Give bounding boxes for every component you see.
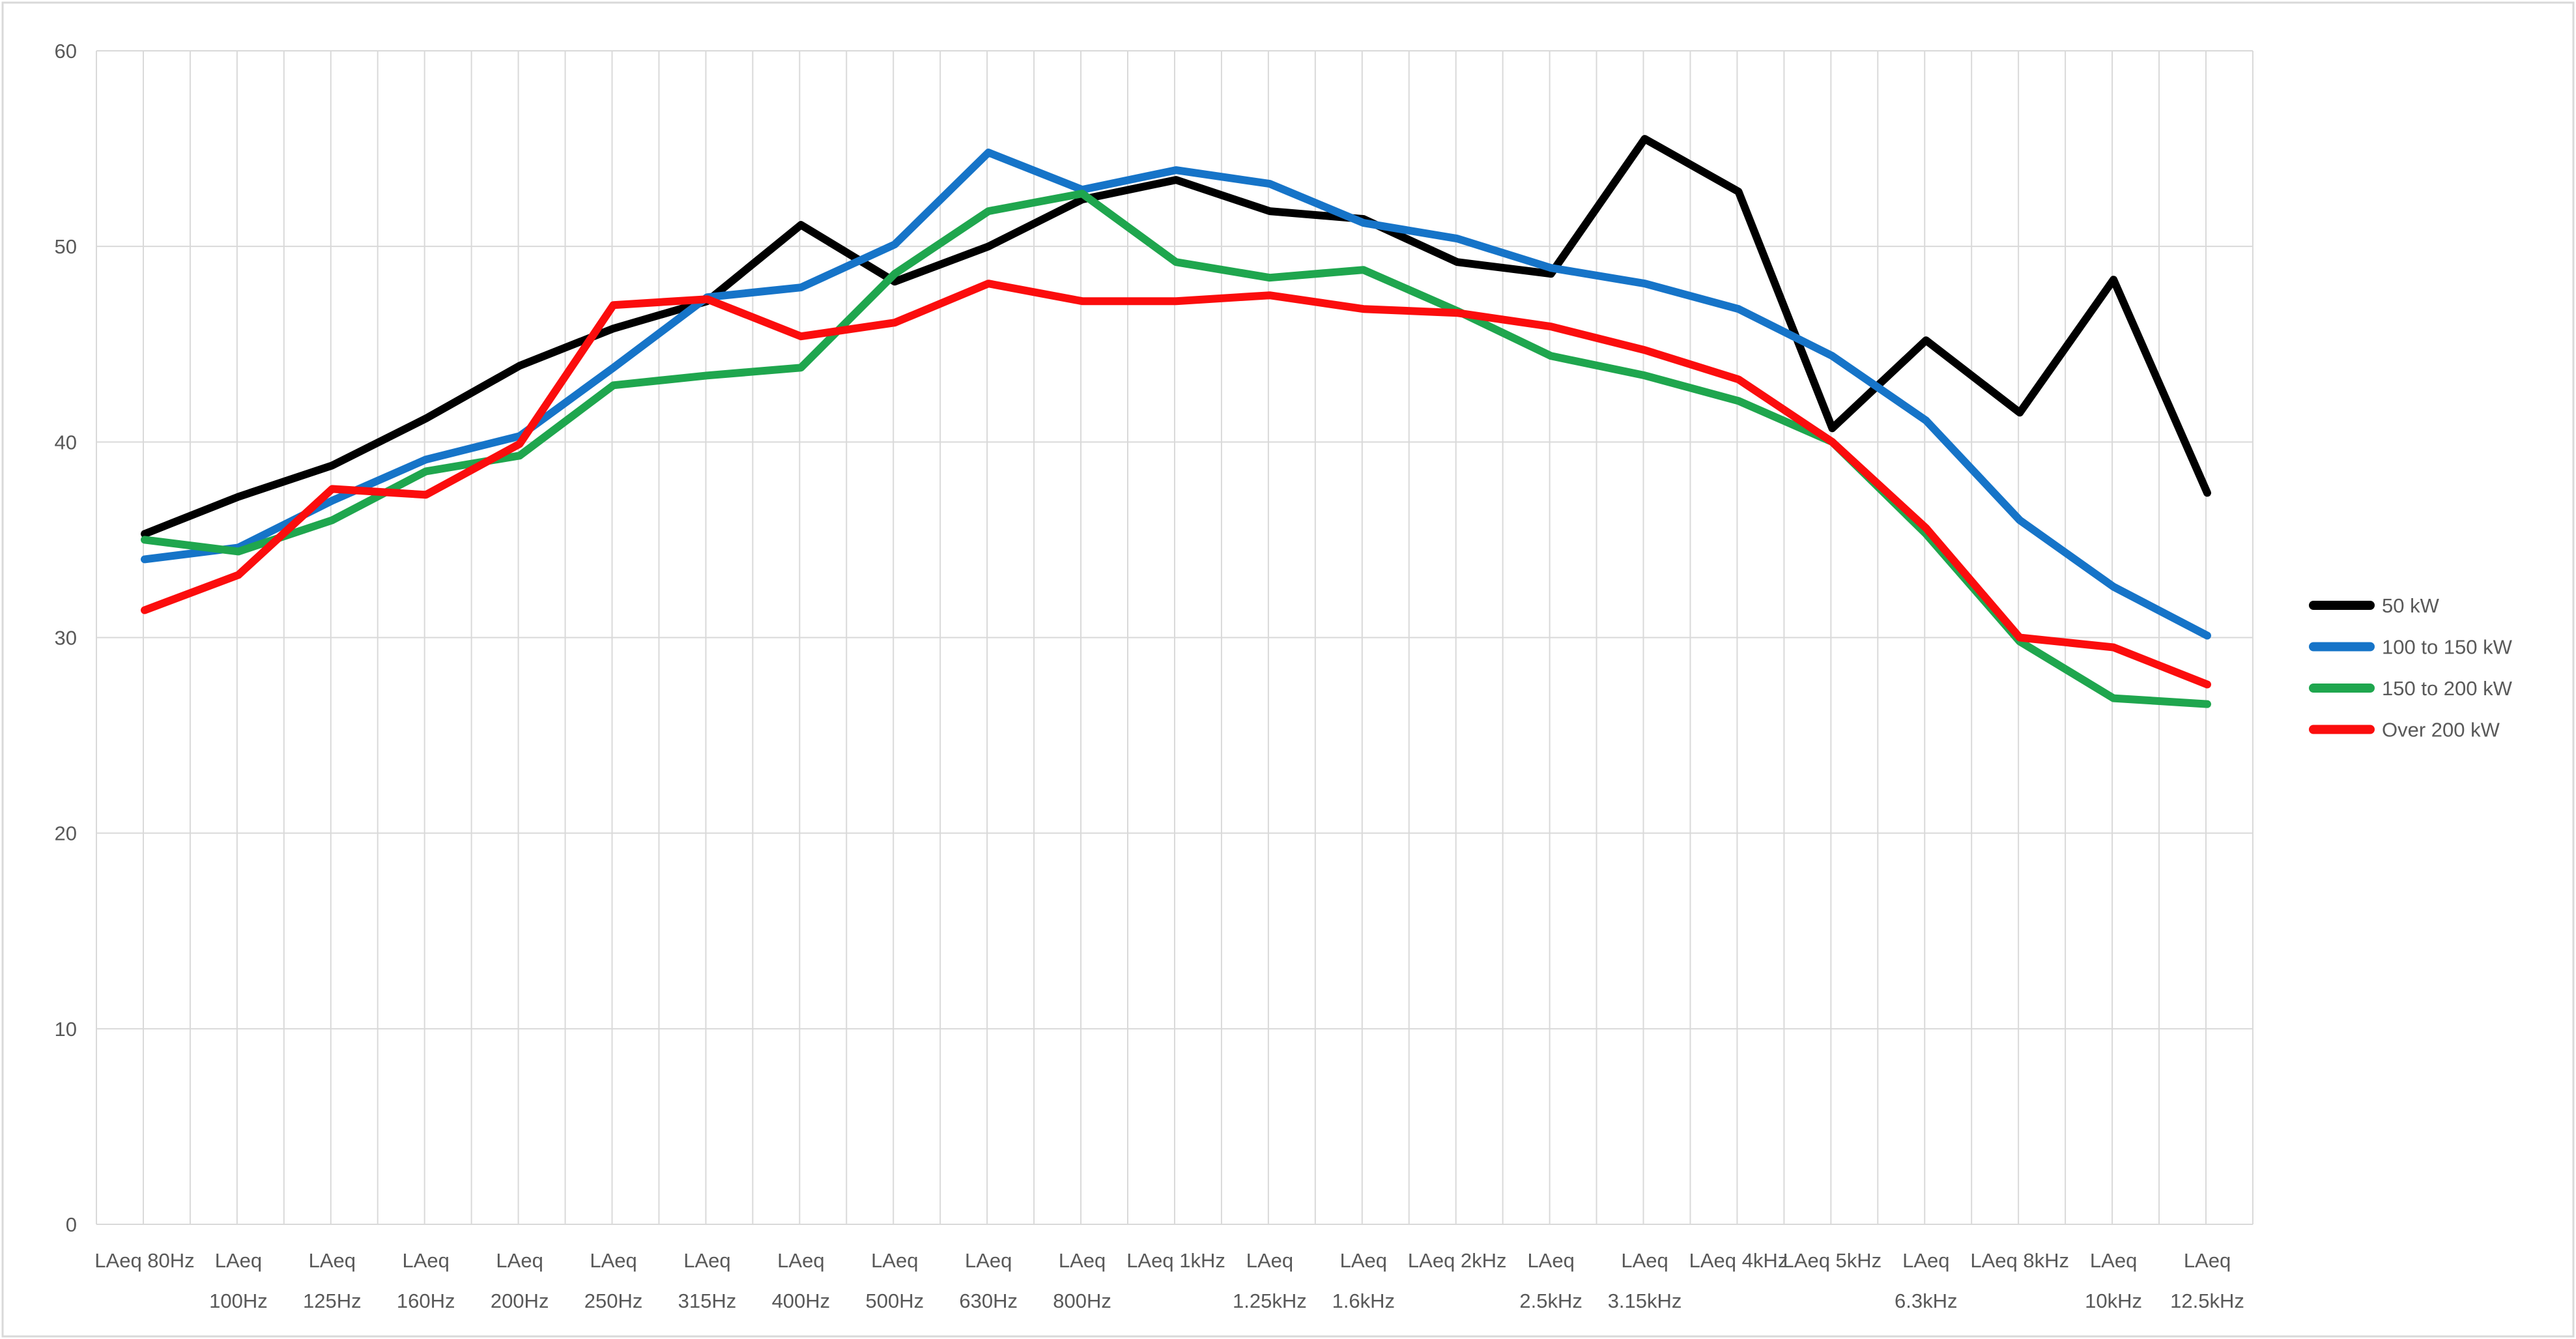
x-axis-tick-label: LAeq 125Hz — [303, 1249, 362, 1312]
x-axis-tick-label: LAeq 160Hz — [397, 1249, 455, 1312]
x-axis-tick-label: LAeq 1.25kHz — [1233, 1249, 1307, 1312]
y-axis-tick-label: 30 — [55, 627, 77, 650]
legend: 50 kW 100 to 150 kW 150 to 200 kW Over 200 … — [2309, 594, 2513, 741]
legend-label: 150 to 200 kW — [2382, 677, 2513, 700]
x-axis-tick-label: LAeq 500Hz — [865, 1249, 924, 1312]
legend-item-100-to-150-kw: 100 to 150 kW — [2309, 636, 2513, 659]
x-axis-tick-label: LAeq 4kHz — [1689, 1249, 1788, 1272]
series-line-50-kw — [141, 135, 2211, 538]
series-lines — [141, 135, 2211, 708]
x-axis-tick-label: LAeq 8kHz — [1970, 1249, 2069, 1272]
x-axis-tick-label: LAeq 315Hz — [678, 1249, 737, 1312]
horizontal-gridlines — [96, 50, 2253, 1225]
series-line-100-to-150-kw — [141, 149, 2211, 640]
legend-label: Over 200 kW — [2382, 719, 2500, 741]
x-axis-tick-label: LAeq 5kHz — [1783, 1249, 1882, 1272]
y-axis-tick-label: 0 — [66, 1213, 77, 1236]
x-axis-tick-label: LAeq 630Hz — [959, 1249, 1018, 1312]
x-axis-tick-labels: LAeq 80Hz LAeq 100Hz LAeq 125Hz LAeq 160Hz LAeq… — [94, 1249, 2244, 1312]
series-line-over-200-kw — [141, 280, 2211, 689]
x-axis-tick-label: LAeq 3.15kHz — [1608, 1249, 1682, 1312]
y-axis-tick-labels: 0 10 20 30 40 50 60 — [55, 40, 77, 1236]
x-axis-tick-label: LAeq 2.5kHz — [1519, 1249, 1582, 1312]
legend-item-150-to-200-kw: 150 to 200 kW — [2309, 677, 2513, 700]
x-axis-tick-label: LAeq 80Hz — [94, 1249, 194, 1272]
x-axis-tick-label: LAeq 1kHz — [1126, 1249, 1225, 1272]
x-axis-tick-label: LAeq 250Hz — [584, 1249, 643, 1312]
y-axis-tick-label: 60 — [55, 40, 77, 63]
y-axis-tick-label: 40 — [55, 431, 77, 454]
x-axis-tick-label: LAeq 2kHz — [1408, 1249, 1507, 1272]
x-axis-tick-label: LAeq 400Hz — [772, 1249, 831, 1312]
y-axis-tick-label: 50 — [55, 235, 77, 258]
x-axis-tick-label: LAeq 10kHz — [2085, 1249, 2142, 1312]
legend-label: 50 kW — [2382, 594, 2440, 617]
x-axis-tick-label: LAeq 800Hz — [1053, 1249, 1111, 1312]
legend-item-over-200-kw: Over 200 kW — [2309, 719, 2500, 741]
x-axis-tick-label: LAeq 200Hz — [491, 1249, 549, 1312]
legend-item-50-kw: 50 kW — [2309, 594, 2440, 617]
x-axis-tick-label: LAeq 1.6kHz — [1332, 1249, 1395, 1312]
x-axis-tick-label: LAeq 6.3kHz — [1895, 1249, 1957, 1312]
y-axis-tick-label: 10 — [55, 1018, 77, 1041]
x-axis-tick-label: LAeq 12.5kHz — [2170, 1249, 2244, 1312]
legend-label: 100 to 150 kW — [2382, 636, 2513, 659]
x-axis-tick-label: LAeq 100Hz — [209, 1249, 268, 1312]
y-axis-tick-label: 20 — [55, 822, 77, 845]
